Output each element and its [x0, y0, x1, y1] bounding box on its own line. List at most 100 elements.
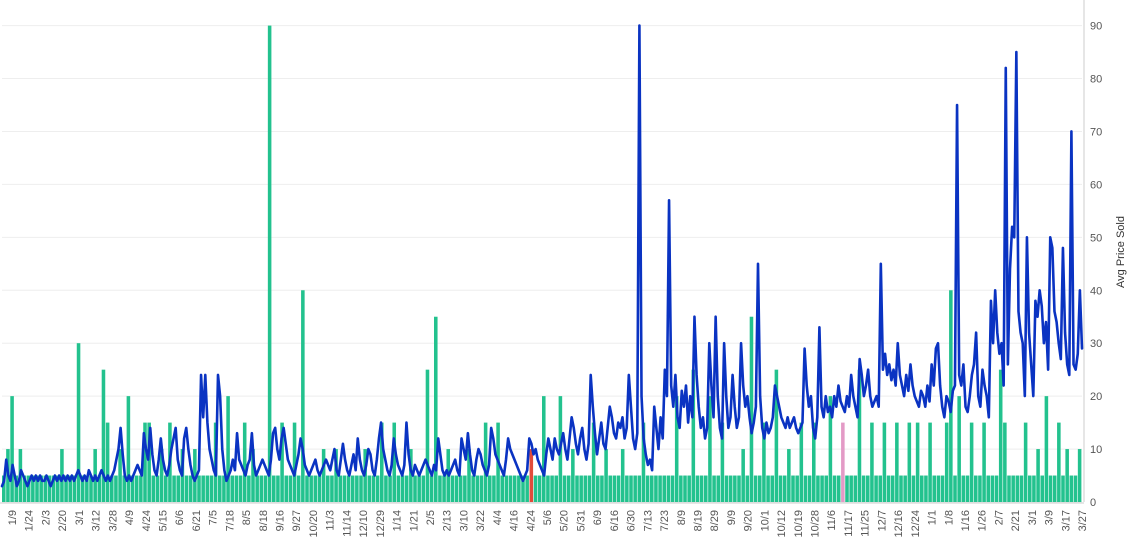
x-tick-label: 7/13: [642, 510, 654, 531]
bar: [737, 475, 741, 502]
x-tick-label: 4/9: [124, 510, 136, 525]
bar: [550, 475, 554, 502]
x-tick-label: 12/16: [893, 510, 905, 538]
x-tick-label: 5/15: [158, 510, 170, 531]
x-tick-label: 2/20: [57, 510, 69, 531]
bar: [899, 475, 903, 502]
x-tick-label: 10/28: [810, 510, 822, 538]
bar: [728, 475, 733, 502]
x-tick-label: 1/14: [392, 510, 404, 531]
bar: [1023, 422, 1028, 502]
x-tick-label: 6/16: [609, 510, 621, 531]
bar: [562, 475, 567, 502]
bar: [650, 475, 654, 502]
y-tick-label: 10: [1090, 444, 1102, 456]
bar: [629, 475, 633, 502]
bar: [184, 475, 189, 502]
bar: [421, 475, 426, 502]
bar: [920, 475, 924, 502]
bar: [396, 475, 401, 502]
bar: [857, 369, 862, 502]
bar: [695, 475, 700, 502]
line-series: [0, 24, 1084, 488]
bar: [787, 449, 791, 502]
bar: [936, 475, 941, 502]
x-tick-label: 8/5: [241, 510, 253, 525]
bar: [64, 475, 68, 502]
bar: [658, 475, 662, 502]
bar: [97, 475, 102, 502]
bar: [832, 475, 837, 502]
bar: [1015, 475, 1020, 502]
bar: [1011, 475, 1015, 502]
x-tick-label: 6/9: [592, 510, 604, 525]
bar: [521, 475, 525, 502]
x-tick-label: 6/21: [191, 510, 203, 531]
bar: [1073, 475, 1078, 502]
bar: [670, 475, 675, 502]
bar: [251, 449, 255, 502]
y-tick-label: 60: [1090, 179, 1102, 191]
bar: [969, 422, 974, 502]
bar: [205, 475, 210, 502]
bar: [907, 422, 912, 502]
bar: [608, 475, 613, 502]
bar: [890, 475, 895, 502]
bar: [1069, 475, 1074, 502]
bar: [749, 316, 754, 502]
bar: [147, 422, 151, 502]
x-tick-label: 1/8: [943, 510, 955, 525]
bar: [949, 290, 953, 502]
x-tick-label: 2/3: [40, 510, 52, 525]
bar: [367, 475, 372, 502]
bar: [571, 449, 575, 502]
bar: [209, 475, 214, 502]
bar: [56, 475, 60, 502]
x-tick-label: 2/21: [1010, 510, 1022, 531]
bar: [774, 369, 779, 502]
x-tick-label: 2/7: [993, 510, 1005, 525]
bar: [284, 475, 289, 502]
bar: [654, 475, 658, 502]
x-tick-label: 3/1: [74, 510, 86, 525]
bar: [928, 422, 932, 502]
bar: [471, 475, 475, 502]
bar: [39, 475, 43, 502]
x-tick-label: 10/20: [308, 510, 320, 538]
bar: [712, 475, 716, 502]
x-tick-label: 3/10: [458, 510, 470, 531]
x-tick-label: 5/20: [559, 510, 571, 531]
bar: [637, 475, 642, 502]
x-tick-label: 11/17: [843, 510, 855, 537]
bar: [845, 475, 849, 502]
bar: [110, 475, 114, 502]
bar: [409, 449, 413, 502]
bar: [313, 475, 318, 502]
x-tick-label: 1/26: [977, 510, 989, 531]
x-tick-label: 8/18: [258, 510, 270, 531]
bar: [687, 475, 691, 502]
bar: [704, 475, 708, 502]
bar: [122, 475, 127, 502]
bar: [1048, 475, 1053, 502]
bar: [267, 25, 272, 503]
x-tick-label: 6/30: [626, 510, 638, 531]
bar: [479, 475, 484, 502]
bar: [944, 422, 949, 502]
bar: [342, 475, 347, 502]
bar: [438, 475, 442, 502]
x-tick-label: 1/9: [7, 510, 19, 525]
bar: [575, 475, 579, 502]
bar: [392, 422, 397, 502]
bar: [218, 475, 222, 502]
bar: [870, 422, 874, 502]
bar: [321, 449, 326, 502]
bar: [795, 475, 799, 502]
bar: [874, 475, 878, 502]
bar: [886, 475, 891, 502]
y-tick-label: 80: [1090, 74, 1102, 86]
bar: [72, 475, 77, 502]
x-tick-label: 8/29: [709, 510, 721, 531]
x-tick-label: 3/22: [475, 510, 487, 531]
bar: [866, 475, 870, 502]
